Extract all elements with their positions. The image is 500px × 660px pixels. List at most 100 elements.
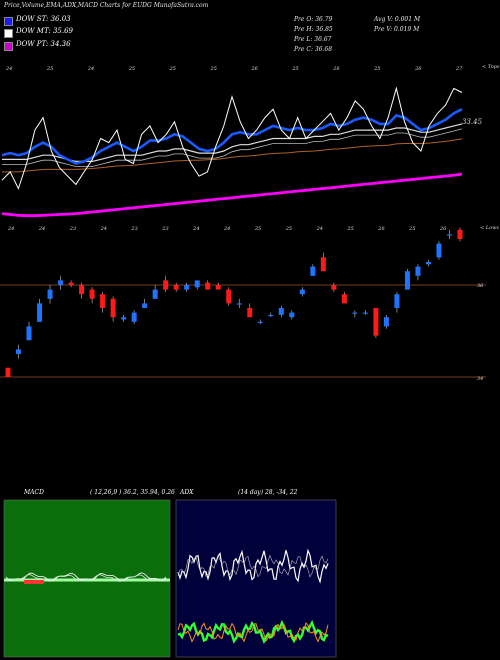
macd-params: ( 12,26,9 ) 36.2, 35.94, 0.26: [90, 489, 175, 496]
ema-series-ema_fast: [1, 108, 463, 165]
ema-top-tick: 24: [5, 66, 12, 72]
candle-body: [320, 257, 326, 272]
candle-body: [352, 312, 358, 314]
gridline-label-36: 36: [477, 283, 484, 289]
ema-bottom-tick: 23: [161, 226, 168, 232]
candle-body: [362, 312, 368, 314]
ema-bottom-tick: 25: [285, 226, 292, 232]
ema-bottom-tick: 26: [377, 226, 385, 232]
candle-body: [436, 243, 442, 258]
ema-bottom-tick: 24: [38, 226, 45, 232]
ema-top-tick: 25: [210, 66, 217, 72]
chart-title: Price,Volume,EMA,ADX,MACD Charts for EUD…: [4, 2, 209, 9]
ema-bottom-tick: 25: [254, 226, 261, 232]
ema-bottom-tick: 24: [223, 226, 230, 232]
ema-panel: 24 25 24 25 25 25 26 25 26 25 26 27 24 24 23 24 23 23 24 2…: [1, 64, 500, 232]
macd-line: [5, 572, 167, 582]
ema-top-tick: 26: [250, 66, 258, 72]
ema-bottom-tick: 24: [100, 226, 107, 232]
candle-body: [173, 285, 179, 290]
ema-bottom-tick: 24: [316, 226, 323, 232]
candle-body: [446, 234, 452, 236]
adx-params: (14 day) 28, -34, 22: [238, 489, 298, 496]
adx-line: [177, 548, 329, 584]
candle-body: [184, 285, 190, 290]
ema-top-tick: 26: [414, 66, 422, 72]
ema-last-label: 33.45: [462, 118, 483, 126]
candle-body: [299, 289, 305, 295]
legend-dow-pt: DOW PT: 34.36: [16, 40, 71, 48]
price-corner-label: < Lows: [480, 225, 499, 231]
ema-top-tick: 24: [87, 66, 94, 72]
macd-signal-line: [5, 574, 167, 582]
ema-bottom-tick: 26: [439, 226, 447, 232]
ema-top-tick: 27: [455, 66, 463, 72]
candle-body: [16, 349, 22, 354]
candle-body: [257, 321, 263, 323]
prev-volume: Pre V: 0.019 M: [374, 26, 420, 33]
price-panel: < Lows 36 34: [0, 225, 499, 382]
adx-panel: ADX (14 day) 28, -34, 22: [175, 489, 337, 658]
prev-close: Pre C: 36.68: [294, 46, 333, 53]
prev-high: Pre H: 36.85: [294, 26, 333, 33]
candle-body: [457, 229, 463, 239]
candle-body: [89, 289, 95, 299]
candle-body: [226, 289, 232, 304]
legend-dow-st: DOW ST: 36.03: [16, 15, 71, 23]
candle-body: [110, 298, 116, 318]
ema-series-price: [1, 86, 463, 190]
candle-body: [26, 326, 32, 341]
candle-body: [152, 289, 158, 299]
ema-series-ema_slow: [2, 138, 463, 173]
legend-swatch-pt: [4, 42, 13, 51]
adx-line-2: [177, 554, 329, 578]
candle-body: [163, 280, 169, 290]
candle-body: [404, 271, 410, 290]
ema-bottom-tick: 23: [130, 226, 137, 232]
candle-body: [194, 280, 200, 288]
candle-body: [236, 303, 242, 305]
candle-body: [142, 303, 148, 308]
ema-top-tick: 25: [46, 66, 53, 72]
ema-top-tick: 25: [128, 66, 135, 72]
macd-title: MACD: [23, 489, 44, 496]
prev-open: Pre O: 36.79: [294, 16, 333, 23]
ema-bottom-tick: 25: [408, 226, 415, 232]
ema-series-mid-2: [2, 128, 463, 167]
candle-body: [131, 312, 137, 322]
ema-series-ema_mid: [2, 123, 463, 162]
prev-low: Pre L: 36.67: [294, 36, 332, 43]
candle-body: [278, 308, 284, 315]
candle-body: [58, 280, 64, 285]
ema-bottom-tick: 24: [7, 226, 14, 232]
ema-bottom-tick: 25: [346, 226, 353, 232]
candle-body: [37, 303, 43, 322]
candle-body: [383, 317, 389, 327]
adx-title: ADX: [179, 489, 194, 496]
candle-body: [215, 285, 221, 290]
gridline-label-34: 34: [477, 376, 483, 382]
candle-body: [47, 289, 53, 299]
candle-body: [415, 266, 421, 276]
candle-body: [100, 294, 106, 308]
candle-body: [373, 308, 379, 336]
ema-top-tick: 26: [332, 66, 340, 72]
macd-negative-bar: [24, 580, 44, 584]
candle-body: [425, 262, 431, 265]
candle-body: [205, 282, 211, 290]
ema-bottom-tick: 23: [69, 226, 76, 232]
legend-dow-mt: DOW MT: 35.69: [16, 27, 73, 35]
adx-minus-di-line: [177, 622, 329, 643]
ema-top-tick: 25: [169, 66, 176, 72]
candle-body: [331, 285, 337, 290]
candle-body: [5, 367, 11, 377]
ema-bottom-tick: 24: [192, 226, 199, 232]
avg-volume: Avg V: 0.001 M: [374, 16, 421, 23]
adx-plus-di-line: [177, 619, 329, 645]
ema-top-tick: 25: [373, 66, 380, 72]
macd-panel: MACD ( 12,26,9 ) 36.2, 35.94, 0.26: [3, 489, 175, 658]
ema-top-tick: 25: [291, 66, 298, 72]
candle-body: [68, 282, 74, 285]
legend-swatch-mt: [4, 29, 13, 38]
